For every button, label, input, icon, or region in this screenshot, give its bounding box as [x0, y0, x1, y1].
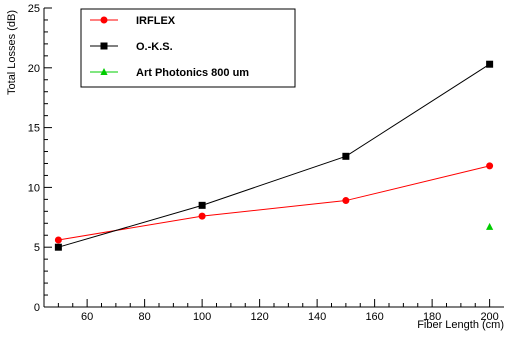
x-axis-title: Fiber Length (cm) — [417, 319, 504, 331]
legend: IRFLEX O.-K.S. Art Photonics 800 um — [80, 8, 296, 88]
data-point-o-k-s — [198, 201, 206, 209]
y-tick-label: 15 — [28, 123, 40, 135]
series-line-o-k-s — [58, 63, 490, 248]
y-tick-label: 5 — [34, 242, 40, 254]
legend-marker-irflex — [100, 16, 108, 24]
data-point-irflex — [342, 197, 350, 205]
x-tick-label: 140 — [308, 311, 326, 323]
legend-box — [80, 8, 296, 88]
data-point-o-k-s — [342, 152, 350, 160]
series-lines — [58, 63, 490, 248]
ticks: 60 80 100 120 140 160 180 200 0 5 10 15 20 25 — [28, 3, 499, 323]
legend-marker-o-k-s — [100, 42, 108, 50]
data-point-o-k-s — [54, 243, 62, 251]
x-tick-label: 60 — [81, 311, 93, 323]
y-tick-label: 10 — [28, 182, 40, 194]
data-point-irflex — [486, 162, 494, 170]
data-point-irflex — [54, 236, 62, 244]
legend-marker-art-photonics-800-um — [100, 68, 108, 75]
data-point-o-k-s — [486, 60, 494, 68]
data-point-art-photonics-800-um — [486, 222, 494, 230]
x-tick-label: 160 — [365, 311, 383, 323]
y-tick-label: 20 — [28, 63, 40, 75]
y-tick-label: 25 — [28, 3, 40, 15]
y-axis-title: Total Losses (dB) — [6, 10, 18, 95]
legend-label-irflex: IRFLEX — [136, 15, 176, 27]
legend-label-art-photonics-800-um: Art Photonics 800 um — [136, 67, 249, 79]
data-point-irflex — [198, 212, 206, 220]
y-tick-label: 0 — [34, 302, 40, 314]
x-tick-label: 180 — [423, 311, 441, 323]
legend-label-o-k-s: O.-K.S. — [136, 41, 173, 53]
series-markers — [54, 60, 494, 251]
legend-entries: IRFLEX O.-K.S. Art Photonics 800 um — [90, 15, 249, 79]
series-line-irflex — [58, 165, 490, 241]
x-tick-label: 100 — [193, 311, 211, 323]
x-tick-label: 200 — [480, 311, 498, 323]
x-tick-label: 120 — [250, 311, 268, 323]
x-tick-label: 80 — [139, 311, 151, 323]
